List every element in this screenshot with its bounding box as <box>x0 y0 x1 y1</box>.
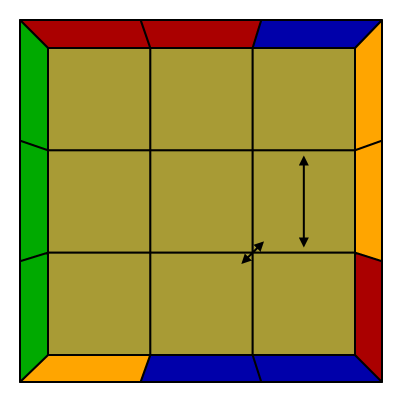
top-sticker-r0-c0 <box>47 47 152 152</box>
top-sticker-r2-c2 <box>251 251 357 357</box>
top-sticker-r2-c1 <box>149 251 254 357</box>
side-sticker-bottom-1 <box>139 354 263 383</box>
side-sticker-top-1 <box>139 19 263 49</box>
permutation-arrows <box>241 155 309 265</box>
top-face <box>47 47 357 357</box>
side-sticker-right-1 <box>354 139 383 263</box>
top-sticker-r1-c1 <box>149 149 254 254</box>
top-sticker-r1-c0 <box>47 149 152 254</box>
swap-arrow-1 <box>241 241 265 265</box>
top-sticker-r0-c2 <box>251 47 357 152</box>
top-sticker-r0-c1 <box>149 47 254 152</box>
side-stickers <box>19 19 383 383</box>
side-sticker-left-1 <box>19 139 49 263</box>
top-sticker-r2-c0 <box>47 251 152 357</box>
